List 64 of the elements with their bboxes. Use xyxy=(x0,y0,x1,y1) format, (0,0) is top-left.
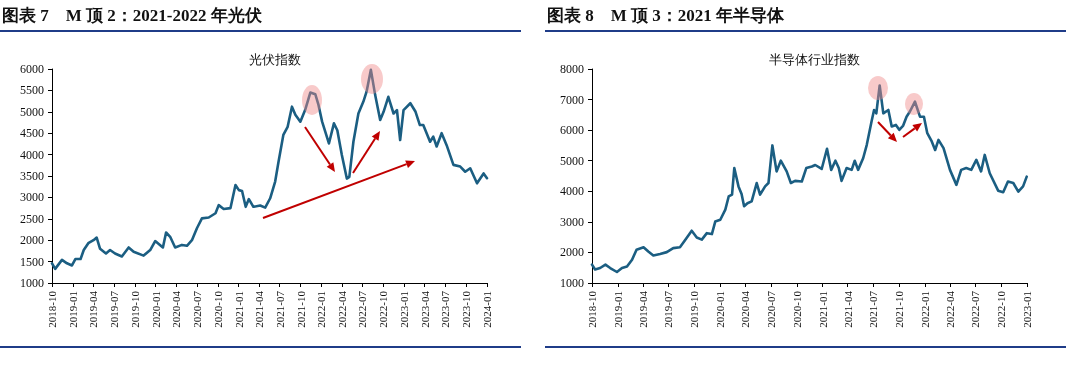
y-tick-label: 8000 xyxy=(560,62,584,76)
x-tick-label: 2020-01 xyxy=(714,291,727,328)
y-tick-label: 3000 xyxy=(560,214,584,229)
x-tick-label: 2020-07 xyxy=(764,290,777,328)
x-tick-label: 2019-07 xyxy=(662,290,675,328)
chart-subtitle: 半导体行业指数 xyxy=(769,52,860,67)
x-tick-label: 2022-01 xyxy=(315,291,328,328)
x-tick-label: 2022-10 xyxy=(995,290,1008,328)
x-tick-label: 2023-07 xyxy=(439,290,452,328)
y-tick-label: 5500 xyxy=(20,83,44,98)
chart-title: 图表 7 M 顶 2：2021-2022 年光伏 xyxy=(2,5,262,27)
x-tick-label: 2019-07 xyxy=(107,290,120,328)
x-tick-label: 2021-01 xyxy=(232,291,245,328)
y-tick-label: 2000 xyxy=(20,233,44,248)
x-tick-label: 2019-01 xyxy=(66,291,79,328)
x-tick-label: 2020-07 xyxy=(190,290,203,328)
y-tick-label: 6000 xyxy=(560,123,584,138)
x-tick-label: 2022-10 xyxy=(377,290,390,328)
x-tick-label: 2023-01 xyxy=(398,291,411,328)
x-tick-label: 2021-07 xyxy=(273,290,286,328)
x-tick-label: 2022-01 xyxy=(918,291,931,328)
x-tick-label: 2019-04 xyxy=(636,290,649,328)
y-tick-label: 5000 xyxy=(20,104,44,119)
y-tick-label: 5000 xyxy=(560,153,584,168)
chart-subtitle: 光伏指数 xyxy=(248,52,301,67)
x-tick-label: 2020-01 xyxy=(149,291,162,328)
y-tick-label: 3000 xyxy=(20,190,44,205)
x-tick-label: 2022-07 xyxy=(969,290,982,328)
y-tick-label: 6000 xyxy=(20,62,44,76)
x-tick-label: 2021-07 xyxy=(867,290,880,328)
x-tick-label: 2020-04 xyxy=(739,290,752,328)
x-tick-label: 2019-10 xyxy=(128,290,141,328)
y-tick-label: 7000 xyxy=(560,92,584,107)
x-tick-label: 2021-01 xyxy=(816,291,829,328)
x-tick-label: 2023-10 xyxy=(460,290,473,328)
x-tick-label: 2023-04 xyxy=(418,290,431,328)
x-tick-label: 2024-01 xyxy=(481,291,493,328)
x-tick-label: 2018-10 xyxy=(586,290,598,328)
y-tick-label: 3500 xyxy=(20,169,44,183)
x-tick-label: 2020-04 xyxy=(170,290,183,328)
y-tick-label: 4000 xyxy=(560,184,584,199)
y-tick-label: 1000 xyxy=(20,276,44,290)
x-tick-label: 2021-04 xyxy=(253,290,266,328)
y-tick-label: 1500 xyxy=(20,254,44,269)
x-tick-label: 2022-04 xyxy=(335,290,348,328)
y-tick-label: 4500 xyxy=(20,126,44,141)
x-tick-label: 2023-01 xyxy=(1021,291,1033,328)
y-tick-label: 2500 xyxy=(20,211,44,226)
y-tick-label: 4000 xyxy=(20,147,44,162)
x-tick-label: 2021-10 xyxy=(294,290,307,328)
x-tick-label: 2021-10 xyxy=(892,290,905,328)
x-tick-label: 2020-10 xyxy=(790,290,803,328)
x-tick-label: 2020-10 xyxy=(211,290,224,328)
y-tick-label: 1000 xyxy=(560,276,584,290)
x-tick-label: 2018-10 xyxy=(46,290,58,328)
y-tick-label: 2000 xyxy=(560,245,584,260)
x-tick-label: 2021-04 xyxy=(841,290,854,328)
x-tick-label: 2022-04 xyxy=(943,290,956,328)
x-tick-label: 2019-01 xyxy=(611,291,624,328)
x-tick-label: 2022-07 xyxy=(356,290,369,328)
chart-title: 图表 8 M 顶 3：2021 年半导体 xyxy=(547,5,785,27)
x-tick-label: 2019-10 xyxy=(688,290,701,328)
line-series xyxy=(50,68,489,271)
x-tick-label: 2019-04 xyxy=(87,290,100,328)
